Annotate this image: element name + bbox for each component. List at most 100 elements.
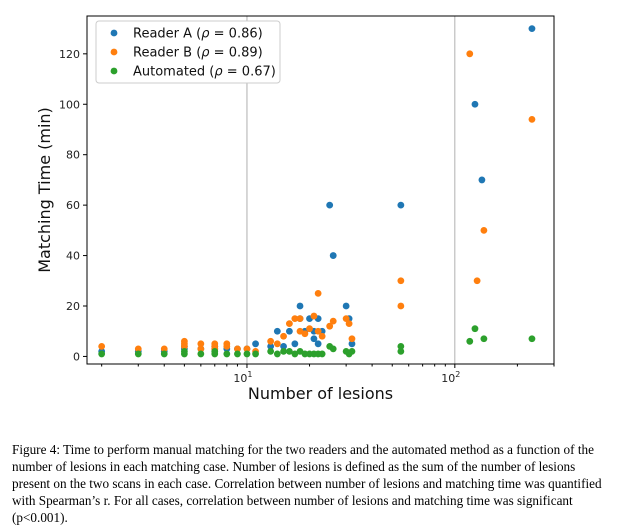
- legend-marker: [110, 29, 118, 37]
- scatter-chart: 0 20 40 60 80 100 120 101 102 Number of lesions…: [35, 15, 555, 403]
- y-tick-label: 80: [66, 149, 80, 162]
- data-point: [528, 25, 536, 33]
- data-point: [280, 347, 287, 355]
- y-tick-label: 0: [73, 350, 80, 363]
- series-2: [98, 325, 536, 358]
- data-point: [471, 100, 479, 108]
- x-axis-ticks: 101 102: [101, 364, 555, 385]
- data-point: [160, 345, 168, 353]
- data-point: [234, 350, 241, 358]
- data-point: [348, 347, 356, 355]
- data-point: [273, 340, 281, 348]
- figure: 0 20 40 60 80 100 120 101 102 Number of lesions…: [35, 15, 555, 403]
- data-point: [397, 277, 405, 285]
- data-point: [466, 337, 474, 345]
- x-tick-label: 102: [441, 370, 460, 385]
- data-point: [134, 350, 142, 358]
- y-axis-label: Matching Time (min): [35, 107, 54, 273]
- data-point: [345, 320, 353, 328]
- data-point: [160, 350, 168, 358]
- data-point: [318, 350, 326, 358]
- legend-box: [95, 20, 281, 84]
- data-point: [252, 350, 259, 358]
- y-tick-label: 120: [59, 48, 80, 61]
- data-point: [342, 315, 350, 323]
- x-axis-label: Number of lesions: [248, 384, 393, 403]
- data-point: [280, 342, 287, 350]
- data-point: [397, 302, 405, 310]
- data-point: [252, 340, 259, 348]
- data-point: [291, 340, 299, 348]
- data-points: [98, 25, 536, 358]
- series-1: [98, 50, 536, 355]
- y-tick-label: 60: [66, 199, 80, 212]
- data-point: [296, 315, 304, 323]
- data-point: [273, 327, 281, 335]
- data-point: [326, 201, 334, 209]
- data-point: [480, 226, 488, 234]
- x-tick-label: 101: [233, 370, 252, 385]
- data-point: [478, 176, 486, 184]
- data-point: [180, 337, 188, 345]
- data-point: [285, 347, 293, 355]
- data-point: [267, 342, 275, 350]
- data-point: [280, 332, 287, 340]
- data-point: [234, 345, 241, 353]
- data-point: [291, 315, 299, 323]
- y-tick-label: 100: [59, 98, 80, 111]
- data-point: [397, 342, 405, 350]
- data-point: [318, 332, 326, 340]
- data-point: [211, 340, 219, 348]
- data-point: [473, 277, 481, 285]
- data-point: [314, 340, 322, 348]
- data-point: [211, 347, 219, 355]
- legend-marker: [110, 67, 118, 75]
- legend-marker: [110, 48, 118, 56]
- legend-label: Reader B (ρ = 0.89): [133, 46, 263, 61]
- data-point: [243, 350, 251, 358]
- data-point: [397, 347, 405, 355]
- data-point: [267, 337, 275, 345]
- data-point: [466, 50, 474, 58]
- data-point: [243, 345, 251, 353]
- data-point: [471, 325, 479, 333]
- data-point: [348, 340, 356, 348]
- y-tick-label: 20: [66, 300, 80, 313]
- data-point: [223, 340, 231, 348]
- data-point: [301, 330, 309, 338]
- data-point: [329, 252, 337, 259]
- plot-area: [86, 15, 555, 365]
- data-point: [310, 335, 318, 343]
- data-point: [267, 347, 275, 355]
- y-tick-label: 40: [66, 250, 80, 263]
- data-point: [197, 340, 205, 348]
- data-point: [197, 345, 205, 353]
- data-point: [273, 350, 281, 358]
- data-point: [329, 345, 337, 353]
- data-point: [197, 350, 205, 358]
- data-point: [296, 302, 304, 310]
- data-point: [291, 350, 299, 358]
- data-point: [314, 327, 322, 335]
- data-point: [285, 320, 293, 328]
- data-point: [98, 350, 106, 358]
- y-axis-ticks: 0 20 40 60 80 100 120: [59, 48, 87, 363]
- data-point: [314, 289, 322, 297]
- data-point: [223, 350, 231, 358]
- data-point: [329, 317, 337, 325]
- data-point: [480, 335, 488, 343]
- data-point: [285, 327, 293, 335]
- legend: Reader A (ρ = 0.86) Reader B (ρ = 0.89) Au…: [95, 20, 281, 84]
- data-point: [98, 342, 106, 350]
- data-point: [180, 347, 188, 355]
- legend-label: Reader A (ρ = 0.86): [133, 27, 263, 42]
- data-point: [397, 201, 405, 209]
- figure-caption: Figure 4: Time to perform manual matchin…: [12, 442, 602, 526]
- data-point: [306, 325, 313, 333]
- data-point: [348, 335, 356, 343]
- data-point: [528, 115, 536, 123]
- data-point: [326, 322, 334, 330]
- data-point: [134, 345, 142, 353]
- data-point: [528, 335, 536, 343]
- data-point: [310, 312, 318, 320]
